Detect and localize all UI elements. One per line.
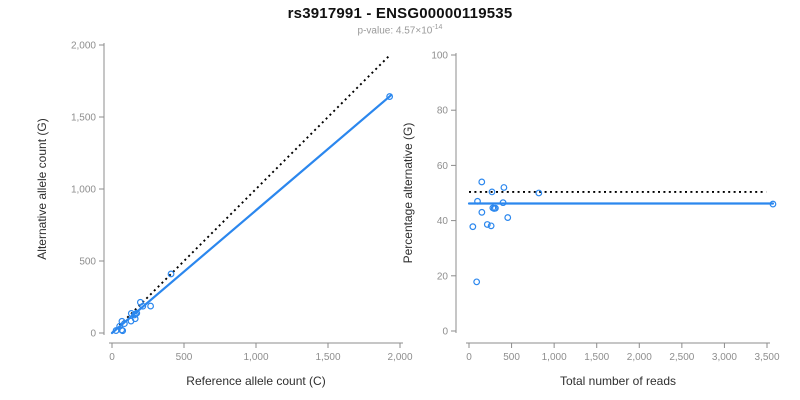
x-tick-label: 1,000 xyxy=(243,352,268,363)
x-tick-label: 2,000 xyxy=(387,352,412,363)
y-tick-label: 1,500 xyxy=(71,113,96,124)
x-tick-label: 0 xyxy=(109,352,115,363)
pvalue-text: p-value: 4.57 xyxy=(357,25,416,37)
x-tick-label: 3,500 xyxy=(754,352,779,363)
scatter-point xyxy=(473,278,481,286)
scatter-point xyxy=(535,189,543,197)
scatter-point xyxy=(500,184,508,191)
y-tick-label: 20 xyxy=(437,271,449,282)
scatter-point xyxy=(120,320,128,328)
scatter-point xyxy=(133,309,141,317)
x-tick-label: 1,500 xyxy=(584,352,609,363)
x-tick-label: 1,000 xyxy=(542,352,567,363)
scatter-point xyxy=(488,188,496,196)
x-tick-label: 500 xyxy=(503,352,520,363)
scatter-point xyxy=(139,302,147,310)
x-tick-label: 2,000 xyxy=(627,352,652,363)
y-axis-title: Alternative allele count (G) xyxy=(35,118,49,259)
x-axis-title: Total number of reads xyxy=(560,374,676,388)
y-tick-label: 1,000 xyxy=(71,185,96,196)
x-tick-label: 3,000 xyxy=(712,352,737,363)
scatter-point xyxy=(386,93,394,100)
chart-subtitle: p-value: 4.57×10-14 xyxy=(0,24,800,36)
scatter-point xyxy=(769,200,777,208)
x-tick-label: 0 xyxy=(466,352,472,363)
scatter-point xyxy=(469,223,477,231)
y-tick-label: 2,000 xyxy=(71,41,96,52)
scatter-point xyxy=(132,310,140,318)
y-tick-label: 60 xyxy=(437,161,449,172)
panel-percentage-reads: 0 20 40 60 80 100 0 500 1,000 1,500 2,000 2,500 3,00… xyxy=(401,51,780,389)
scatter-point xyxy=(504,214,512,221)
y-tick-label: 40 xyxy=(437,216,449,227)
regression-line xyxy=(110,93,393,335)
scatter-point xyxy=(167,270,175,278)
y-tick-label: 500 xyxy=(79,257,96,268)
scatter-point xyxy=(478,178,486,186)
scatter-point xyxy=(483,221,491,228)
y-tick-label: 100 xyxy=(431,51,448,62)
identity-dotted-line xyxy=(111,55,390,334)
x-tick-label: 1,500 xyxy=(315,352,340,363)
x-tick-label: 2,500 xyxy=(669,352,694,363)
x-axis-title: Reference allele count (C) xyxy=(186,374,325,388)
pvalue-times: ×10 xyxy=(415,25,433,37)
y-tick-label: 80 xyxy=(437,106,449,117)
pvalue-exponent: -14 xyxy=(432,24,443,31)
scatter-point xyxy=(147,302,154,310)
y-tick-label: 0 xyxy=(442,327,448,338)
scatter-point xyxy=(474,197,481,205)
scatter-point xyxy=(118,326,126,334)
scatter-point xyxy=(487,222,495,230)
scatter-point xyxy=(499,199,507,207)
y-tick-label: 0 xyxy=(90,329,96,340)
scatter-point xyxy=(478,208,486,216)
y-axis-title: Percentage alternative (G) xyxy=(401,123,415,264)
figure-header: rs3917991 - ENSG00000119535 p-value: 4.5… xyxy=(0,5,800,36)
scatter-point xyxy=(491,204,499,212)
x-tick-label: 500 xyxy=(176,352,193,363)
panel-allele-counts: 0 500 1,000 1,500 2,000 0 500 1,000 1,500 2,000 Re… xyxy=(35,41,413,389)
chart-title: rs3917991 - ENSG00000119535 xyxy=(287,5,513,22)
